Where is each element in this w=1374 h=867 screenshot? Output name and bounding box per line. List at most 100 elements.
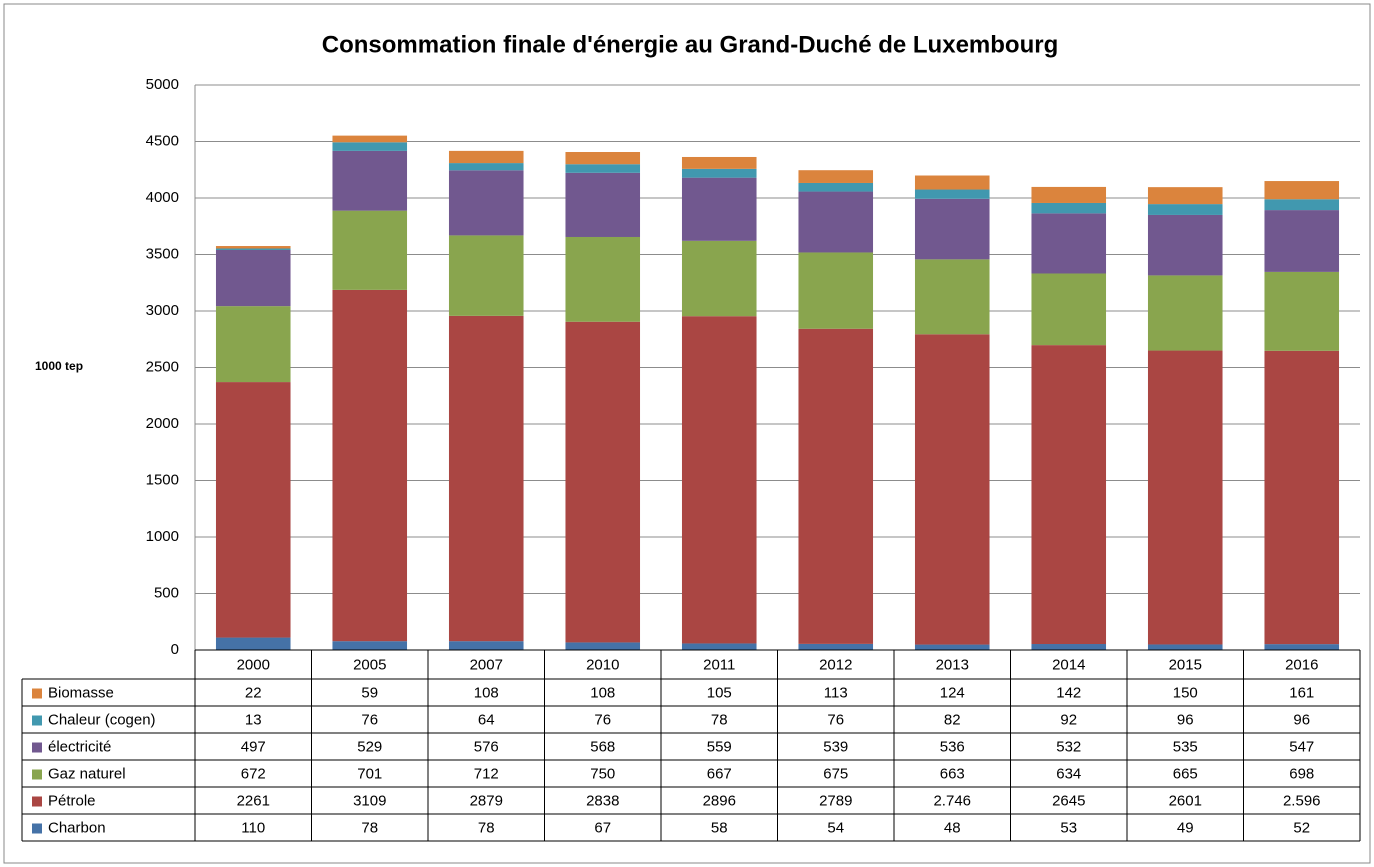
bar-segment [1031, 644, 1107, 650]
y-tick-label: 1500 [146, 471, 179, 488]
table-cell: 53 [1060, 819, 1077, 836]
legend-label: Chaleur (cogen) [48, 711, 156, 728]
bar-segment [1147, 350, 1223, 645]
bar-segment [914, 644, 990, 650]
table-cell: 750 [590, 765, 615, 782]
bar-segment [332, 289, 408, 642]
bar-segment [1264, 644, 1340, 650]
bar-segment [332, 150, 408, 211]
table-cell: 3109 [353, 792, 386, 809]
table-cell: 108 [590, 684, 615, 701]
x-tick-label: 2013 [936, 656, 969, 673]
bar-segment [798, 252, 874, 329]
bar-segment [914, 189, 990, 199]
table-cell: 2896 [703, 792, 736, 809]
y-tick-label: 4000 [146, 189, 179, 206]
legend-label: Pétrole [48, 792, 96, 809]
table-cell: 76 [361, 711, 378, 728]
bar-segment [332, 142, 408, 151]
bar-segment [681, 168, 757, 178]
bar-segment [914, 175, 990, 190]
table-cell: 52 [1293, 819, 1310, 836]
table-cell: 108 [474, 684, 499, 701]
bar-segment [332, 641, 408, 650]
bar-segment [215, 306, 291, 383]
table-cell: 672 [241, 765, 266, 782]
bar-segment [1031, 213, 1107, 274]
bar-segment [1264, 210, 1340, 272]
y-tick-label: 0 [171, 641, 179, 658]
bar-segment [1264, 271, 1340, 351]
bar-segment [1264, 350, 1340, 645]
table-cell: 529 [357, 738, 382, 755]
table-cell: 92 [1060, 711, 1077, 728]
y-tick-label: 3000 [146, 302, 179, 319]
table-cell: 13 [245, 711, 262, 728]
table-cell: 2601 [1169, 792, 1202, 809]
bar-segment [1264, 199, 1340, 211]
legend-swatch [32, 796, 42, 807]
y-tick-label: 500 [154, 584, 179, 601]
table-cell: 536 [940, 738, 965, 755]
bar-segment [1264, 181, 1340, 200]
bar-segment [565, 642, 641, 650]
table-cell: 665 [1173, 765, 1198, 782]
table-cell: 150 [1173, 684, 1198, 701]
bar-segment [1147, 644, 1223, 650]
bar-segment [565, 152, 641, 165]
chart-title: Consommation finale d'énergie au Grand-D… [322, 31, 1058, 58]
table-cell: 634 [1056, 765, 1081, 782]
table-cell: 64 [478, 711, 495, 728]
table-cell: 96 [1293, 711, 1310, 728]
y-tick-label: 1000 [146, 528, 179, 545]
bar-segment [565, 236, 641, 322]
y-tick-label: 2500 [146, 358, 179, 375]
x-tick-label: 2010 [586, 656, 619, 673]
table-cell: 78 [478, 819, 495, 836]
table-cell: 58 [711, 819, 728, 836]
x-tick-label: 2000 [237, 656, 270, 673]
bar-segment [798, 170, 874, 183]
legend-swatch [32, 823, 42, 834]
bar-segment [681, 240, 757, 317]
legend-swatch [32, 715, 42, 726]
table-cell: 49 [1177, 819, 1194, 836]
table-cell: 78 [361, 819, 378, 836]
bar-segment [215, 246, 291, 249]
bar-segment [448, 235, 524, 316]
bar-segment [1031, 345, 1107, 645]
bar-segment [332, 210, 408, 290]
x-tick-label: 2014 [1052, 656, 1085, 673]
table-cell: 67 [594, 819, 611, 836]
bar-segment [215, 637, 291, 650]
legend-swatch [32, 769, 42, 780]
bar-segment [1147, 214, 1223, 276]
bar-segment [565, 172, 641, 237]
table-cell: 712 [474, 765, 499, 782]
bar-segment [565, 321, 641, 643]
table-cell: 113 [824, 684, 848, 701]
table-cell: 2789 [819, 792, 852, 809]
y-tick-label: 5000 [146, 76, 179, 93]
y-tick-label: 2000 [146, 415, 179, 432]
table-cell: 2261 [237, 792, 270, 809]
table-cell: 2.596 [1283, 792, 1321, 809]
legend-label: électricité [48, 738, 111, 755]
table-cell: 2645 [1052, 792, 1085, 809]
table-cell: 497 [241, 738, 266, 755]
bar-segment [448, 150, 524, 164]
table-cell: 142 [1056, 684, 1081, 701]
table-cell: 547 [1289, 738, 1314, 755]
x-tick-label: 2011 [703, 656, 735, 673]
table-cell: 78 [711, 711, 728, 728]
bar-segment [681, 177, 757, 241]
table-cell: 161 [1289, 684, 1314, 701]
table-cell: 2879 [470, 792, 503, 809]
bar-segment [332, 135, 408, 143]
table-cell: 82 [944, 711, 961, 728]
table-cell: 698 [1289, 765, 1314, 782]
bar-segment [798, 328, 874, 644]
bar-segment [914, 334, 990, 645]
bar-segment [1147, 204, 1223, 215]
bar-segment [215, 382, 291, 638]
